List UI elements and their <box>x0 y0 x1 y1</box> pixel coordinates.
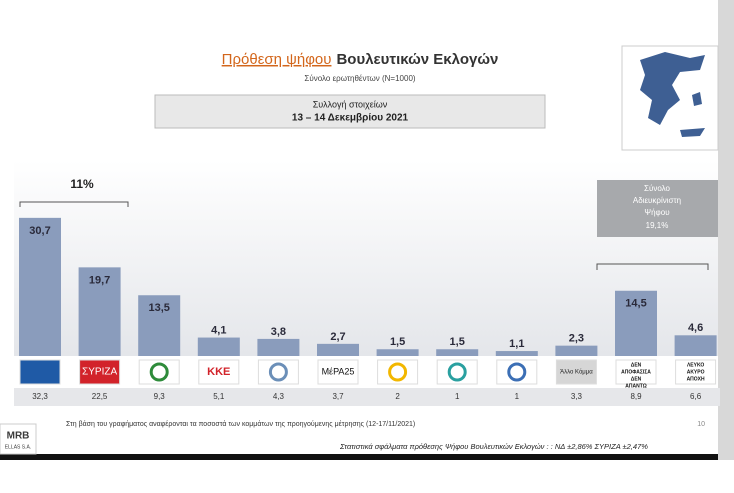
bar <box>197 337 240 356</box>
category-label: ΚΚΕ <box>207 366 230 378</box>
value-label: 19,7 <box>89 274 110 286</box>
value-label: 4,6 <box>688 322 703 334</box>
bottom-strip <box>0 454 718 460</box>
undecided-box <box>597 180 718 237</box>
previous-value: 32,3 <box>32 392 48 401</box>
category-label: Άλλο Κόμμα <box>560 369 593 376</box>
party-logo <box>675 359 717 385</box>
previous-value: 8,9 <box>630 392 642 401</box>
party-logo <box>198 359 240 385</box>
category-label: ΣΥΡΙΖΑ <box>82 367 117 378</box>
bar <box>376 349 419 356</box>
bar <box>555 345 598 356</box>
bar <box>257 338 300 356</box>
bracket-left <box>19 201 129 207</box>
party-logo-mark <box>388 362 408 382</box>
party-logo <box>79 359 121 385</box>
value-label: 3,8 <box>271 326 286 338</box>
previous-value: 5,1 <box>213 392 225 401</box>
chart-title: Βουλευτικών Εκλογών <box>336 51 498 68</box>
category-label: ΔΕΝ <box>631 362 642 368</box>
party-logo-mark <box>507 362 527 382</box>
value-label: 2,3 <box>569 333 584 345</box>
previous-row <box>14 388 720 406</box>
value-label: 13,5 <box>148 302 169 314</box>
logo-text: MRB <box>7 431 30 442</box>
subtitle: Σύνολο ερωτηθέντων (N=1000) <box>304 74 415 83</box>
bar <box>615 290 657 356</box>
period-box <box>154 94 546 129</box>
party-logo <box>615 359 657 385</box>
previous-value: 3,7 <box>332 392 344 401</box>
party-logo <box>317 359 359 385</box>
bar <box>495 351 538 356</box>
previous-value: 1 <box>515 392 520 401</box>
page-number: 10 <box>697 421 705 428</box>
errors-note: Στατιστικά σφάλματα πρόθεσης Ψήφου Βουλε… <box>339 442 648 451</box>
party-logo <box>555 359 597 385</box>
party-logo-mark <box>149 362 169 382</box>
bar <box>78 267 121 356</box>
logo-box <box>0 423 37 455</box>
category-label: ΑΠΑΝΤΩ <box>625 383 646 389</box>
value-label: 4,1 <box>211 324 226 336</box>
bar <box>138 295 181 356</box>
category-label: ΛΕΥΚΟ <box>687 362 704 368</box>
previous-value: 22,5 <box>92 392 108 401</box>
value-label: 1,5 <box>450 336 465 348</box>
title-highlight: Πρόθεση ψήφου <box>222 51 332 68</box>
undecided-text: Ψήφου <box>644 208 669 217</box>
value-label: 30,7 <box>29 225 50 237</box>
category-label: ΑΠΟΧΗ <box>687 376 705 382</box>
party-logo-mark <box>268 362 288 382</box>
category-label: ΑΠΟΦΑΣΙΣΑ <box>621 369 651 375</box>
category-label: ΜέΡΑ25 <box>322 366 355 376</box>
bracket-right <box>596 263 709 270</box>
period-label: Συλλογή στοιχείων <box>313 99 388 109</box>
period: 13 – 14 Δεκεμβρίου 2021 <box>292 113 409 124</box>
previous-value: 2 <box>395 392 400 401</box>
side-strip <box>718 0 734 460</box>
undecided-text: 19,1% <box>646 221 669 230</box>
previous-value: 4,3 <box>273 392 285 401</box>
previous-value: 3,3 <box>571 392 583 401</box>
previous-value: 6,6 <box>690 392 702 401</box>
logo-text: ELLAS S.A. <box>5 444 31 450</box>
party-logo-mark <box>447 362 467 382</box>
value-label: 1,5 <box>390 336 405 348</box>
bar <box>436 349 479 356</box>
footnote: Στη βάση του γραφήματος αναφέρονται τα π… <box>66 420 415 428</box>
greece-map <box>640 52 705 137</box>
gap-annotation: 11% <box>70 177 94 191</box>
previous-value: 9,3 <box>154 392 166 401</box>
bar <box>674 335 717 356</box>
bar <box>19 217 61 356</box>
value-label: 2,7 <box>330 331 345 343</box>
previous-value: 1 <box>455 392 460 401</box>
party-logo <box>19 359 61 385</box>
undecided-text: Αδιευκρίνιστη <box>633 196 681 205</box>
value-label: 1,1 <box>509 338 524 350</box>
undecided-text: Σύνολο <box>644 184 670 193</box>
category-label: ΑΚΥΡΟ <box>687 369 705 375</box>
category-label: ΔΕΝ <box>631 376 642 382</box>
value-label: 14,5 <box>625 298 646 310</box>
bar <box>317 343 359 356</box>
